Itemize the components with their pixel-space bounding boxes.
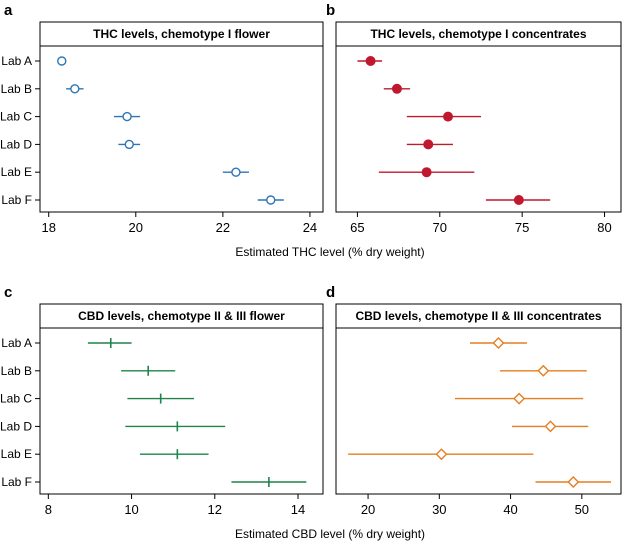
panel-a: THC levels, chemotype I flower Lab ALab …: [0, 21, 324, 235]
panel-d-x-tick-label: 40: [503, 502, 517, 517]
panel-a-marks: [57, 56, 284, 205]
panel-b-point-lab-f: [513, 195, 524, 205]
panel-a-title: THC levels, chemotype I flower: [93, 27, 270, 41]
panel-a-x-tick-label: 18: [41, 220, 55, 235]
panel-a-point-lab-b: [70, 84, 80, 94]
panel-c-category-label: Lab F: [1, 475, 32, 489]
panel-c-category-label: Lab D: [0, 419, 32, 433]
panel-d-marks: [348, 337, 612, 488]
panel-d-point-lab-b: [537, 364, 550, 377]
panel-letter-d: d: [326, 284, 335, 301]
panel-letter-b: b: [326, 2, 335, 19]
panel-d-point-lab-c: [513, 392, 526, 405]
panel-c-x-tick-label: 14: [291, 502, 305, 517]
panel-a-x-tick-label: 20: [129, 220, 143, 235]
panel-c-x-tick-label: 12: [208, 502, 222, 517]
panel-letter-a: a: [4, 2, 13, 19]
panel-c-x-tick-label: 10: [124, 502, 138, 517]
panel-letter-c: c: [4, 284, 12, 301]
panel-a-x-tick-label: 22: [216, 220, 230, 235]
panel-b-x-tick-label: 80: [597, 220, 611, 235]
panel-d-x-tick-label: 30: [432, 502, 446, 517]
panel-a-category-label: Lab E: [1, 165, 32, 179]
panel-d-title-box: [335, 303, 622, 329]
panel-a-category-label: Lab A: [1, 54, 32, 68]
panel-c-x-tick-label: 8: [45, 502, 52, 517]
panel-c-category-labels: Lab A Lab B Lab C Lab D Lab E Lab F: [0, 336, 40, 489]
panel-a-category-label: Lab B: [1, 82, 32, 96]
panel-a-point-lab-e: [231, 167, 241, 177]
panel-b-x-tick-label: 75: [515, 220, 529, 235]
panel-c-category-label: Lab C: [0, 392, 32, 406]
panel-b-x-ticks: 65 70 75 80: [350, 212, 612, 235]
top-x-axis-label: Estimated THC level (% dry weight): [235, 245, 424, 259]
panel-d-x-tick-label: 20: [361, 502, 375, 517]
panel-d-point-lab-a: [492, 337, 505, 349]
panel-d: CBD levels, chemotype II & III concentra…: [335, 303, 622, 517]
panel-a-x-tick-label: 24: [303, 220, 317, 235]
panel-a-category-label: Lab C: [0, 110, 32, 124]
panel-b-x-tick-label: 65: [350, 220, 364, 235]
panel-a-point-lab-d: [124, 139, 134, 150]
panel-a-category-labels: Lab A Lab B Lab C Lab D Lab E Lab F: [0, 54, 40, 207]
panel-c-category-label: Lab E: [1, 447, 32, 461]
panel-c: CBD levels, chemotype II & III flower La…: [0, 303, 324, 517]
panel-c-marks: [87, 338, 307, 487]
panel-d-point-lab-e: [435, 448, 448, 461]
panel-a-point-lab-f: [266, 195, 276, 205]
panel-a-title-box: [39, 21, 324, 47]
panel-c-category-label: Lab A: [1, 336, 32, 350]
panel-b-point-lab-b: [391, 83, 402, 94]
panel-d-x-ticks: 20 30 40 50: [361, 494, 589, 517]
panel-b-point-lab-c: [443, 111, 454, 122]
panel-b-plot-area: [335, 45, 622, 213]
panel-b-point-lab-d: [423, 139, 434, 150]
panel-b-point-lab-e: [421, 167, 432, 178]
panel-d-point-lab-d: [544, 420, 557, 433]
panel-a-category-label: Lab D: [0, 137, 32, 151]
panel-c-x-ticks: 8 10 12 14: [45, 494, 305, 517]
panel-a-point-lab-c: [122, 111, 132, 122]
panel-a-category-label: Lab F: [1, 193, 32, 207]
panel-b-title: THC levels, chemotype I concentrates: [370, 27, 586, 41]
panel-a-point-lab-a: [57, 56, 67, 66]
panel-c-plot-area: [39, 327, 324, 495]
panel-b-x-tick-label: 70: [433, 220, 447, 235]
panel-d-point-lab-f: [567, 476, 580, 488]
panel-d-x-tick-label: 50: [575, 502, 589, 517]
panel-c-category-label: Lab B: [1, 364, 32, 378]
bottom-x-axis-label: Estimated CBD level (% dry weight): [235, 527, 425, 541]
panel-b: THC levels, chemotype I concentrates 65 7…: [335, 21, 622, 235]
panel-a-plot-area: [39, 45, 324, 213]
panel-a-x-ticks: 18 20 22 24: [41, 212, 317, 235]
panel-c-title: CBD levels, chemotype II & III flower: [78, 309, 285, 323]
panel-d-title: CBD levels, chemotype II & III concentra…: [355, 309, 601, 323]
panel-b-point-lab-a: [365, 56, 376, 66]
panel-d-plot-area: [335, 327, 622, 495]
panel-b-marks: [357, 56, 551, 205]
